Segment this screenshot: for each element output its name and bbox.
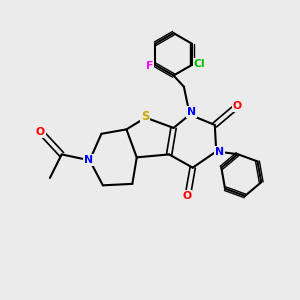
Text: N: N [187, 107, 196, 117]
Text: F: F [146, 61, 154, 71]
Text: N: N [84, 155, 93, 165]
Text: S: S [141, 110, 149, 123]
Text: Cl: Cl [194, 59, 205, 69]
Text: O: O [182, 191, 191, 201]
Text: O: O [36, 127, 45, 137]
Text: O: O [233, 101, 242, 111]
Text: N: N [214, 147, 224, 157]
